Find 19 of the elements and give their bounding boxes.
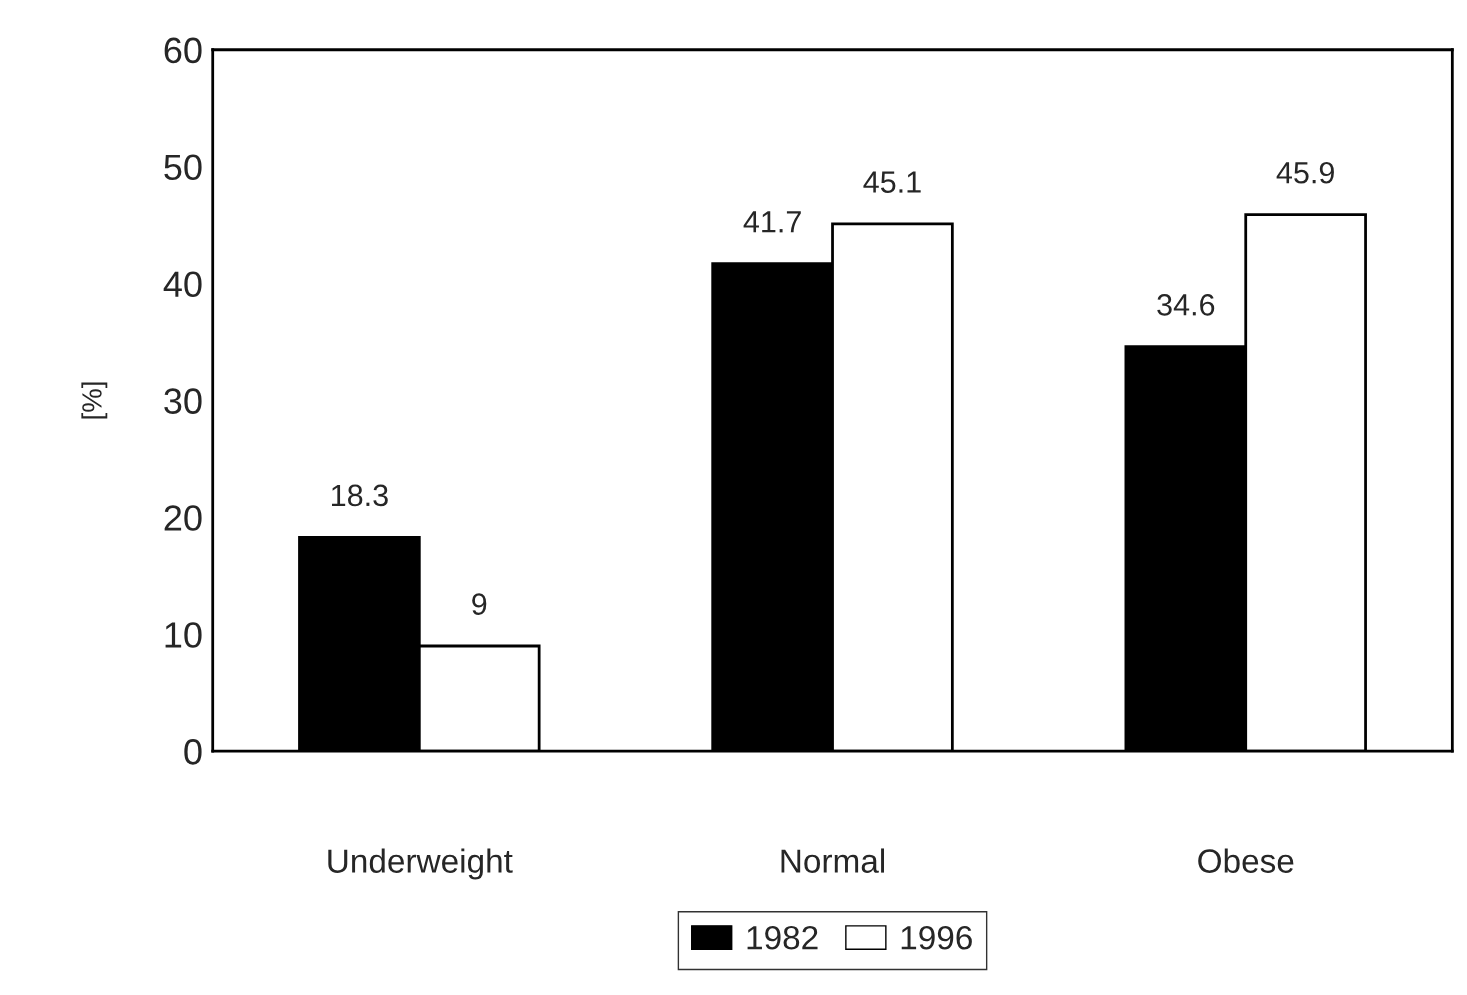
x-tick-label: Underweight	[328, 848, 513, 880]
data-label: 45.9	[1276, 161, 1334, 184]
data-label: 18.3	[332, 484, 388, 507]
legend-label: 1996	[901, 925, 972, 950]
y-tick-label: 10	[165, 622, 202, 648]
y-tick-label: 20	[164, 505, 202, 531]
data-label: 41.7	[743, 211, 801, 233]
y-axis-title: [%]	[81, 382, 108, 419]
y-tick-label: 50	[164, 154, 202, 181]
y-tick-label: 0	[184, 739, 202, 765]
legend-label: 1982	[747, 925, 818, 950]
y-tick-label: 60	[164, 37, 202, 64]
data-label: 34.6	[1157, 294, 1215, 316]
y-tick-label: 40	[163, 271, 202, 298]
data-label: 9	[472, 593, 487, 615]
x-tick-label: Normal	[781, 848, 885, 873]
x-tick-label: Obese	[1198, 848, 1294, 873]
y-tick-label: 30	[164, 388, 202, 414]
data-label: 45.1	[863, 171, 921, 193]
